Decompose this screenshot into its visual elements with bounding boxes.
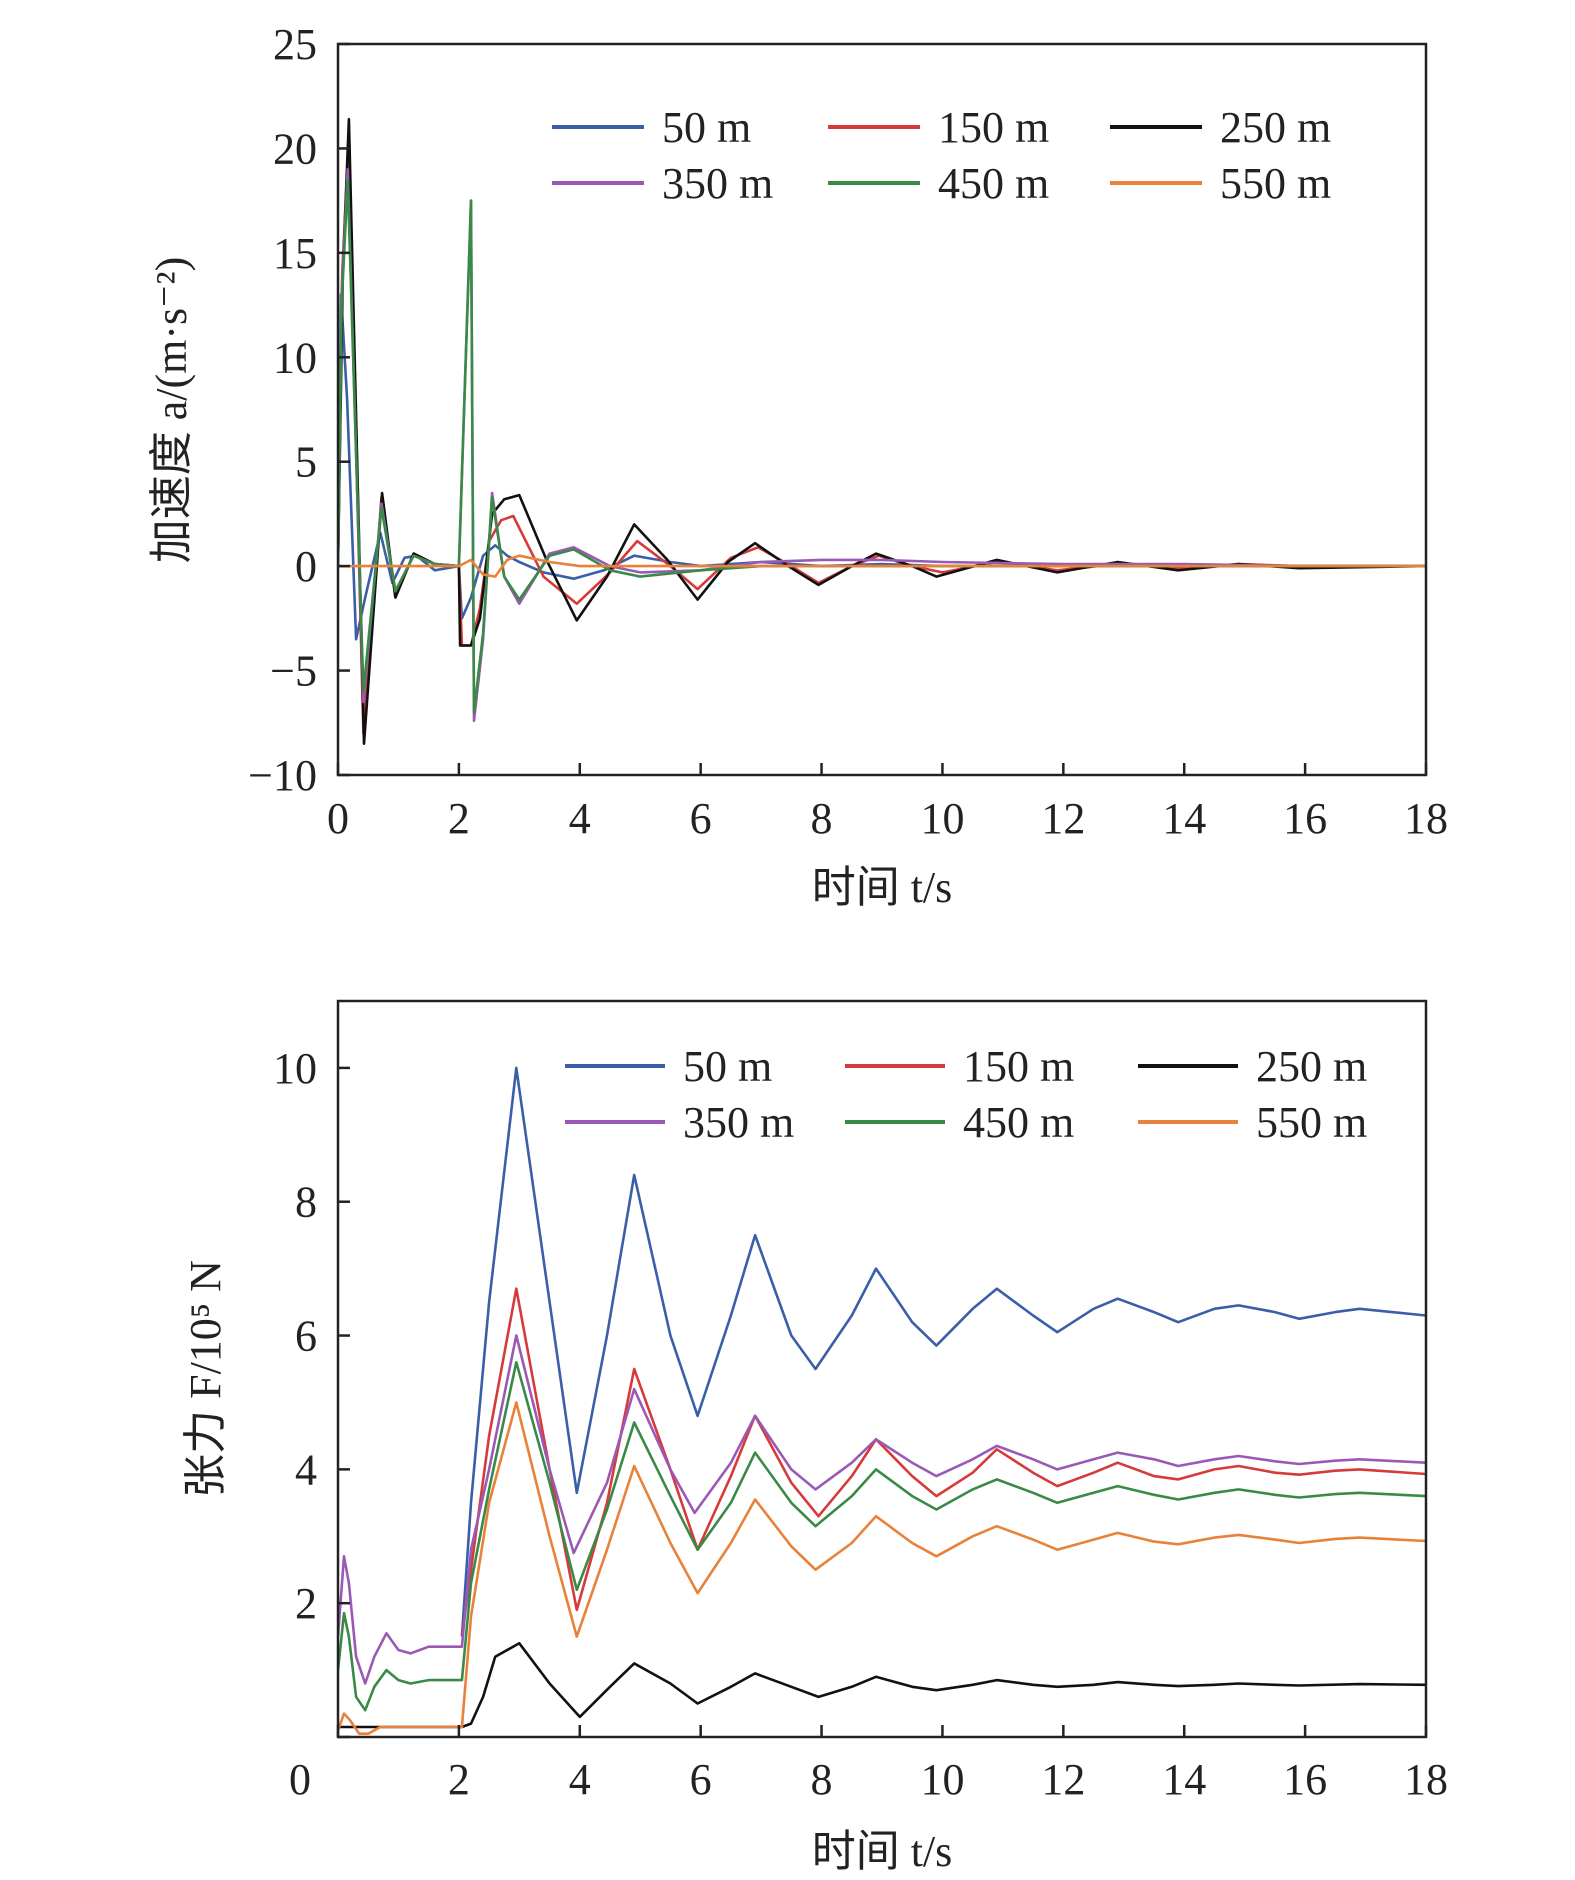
legend-label: 350 m	[662, 159, 773, 208]
series-line-450m	[338, 1361, 1426, 1712]
x-tick-label: 8	[811, 1755, 833, 1804]
y-tick-label: 2	[295, 1579, 317, 1628]
x-tick-label: 16	[1283, 1755, 1327, 1804]
series-line-450m	[338, 178, 1426, 714]
x-tick-label: 12	[1041, 794, 1085, 843]
series-line-350m	[338, 1334, 1426, 1685]
legend-label: 50 m	[662, 103, 751, 152]
y-tick-label: 10	[273, 333, 317, 382]
y-tick-label: 5	[295, 438, 317, 487]
legend-label: 150 m	[963, 1042, 1074, 1091]
series-line-550m	[338, 1401, 1426, 1735]
y-tick-label: −5	[270, 647, 317, 696]
x-tick-label: 4	[569, 1755, 591, 1804]
x-tick-label: 6	[690, 1755, 712, 1804]
legend: 50 m 150 m 250 m 350 m 450 m 550 m	[565, 1042, 1367, 1147]
y-axis-label: 加速度 a/(m·s⁻²)	[147, 257, 196, 563]
legend-label: 350 m	[683, 1098, 794, 1147]
x-tick-label: 18	[1404, 794, 1448, 843]
series-group	[338, 1066, 1426, 1735]
legend-label: 150 m	[938, 103, 1049, 152]
y-tick-label: 6	[295, 1312, 317, 1361]
series-line-50m	[460, 1066, 1426, 1637]
y-tick-label: 4	[295, 1445, 317, 1494]
acceleration-chart: 0 2 4 6 8 10 12 14 16 18 −10 −5 0 5 10 15 20 25 时间 t/s 加速度 …	[147, 20, 1448, 912]
legend: 50 m 150 m 250 m 350 m 450 m 550 m	[552, 103, 1331, 208]
series-line-550m	[338, 554, 1426, 578]
x-tick-label: 8	[811, 794, 833, 843]
x-tick-label: 0	[327, 794, 349, 843]
x-tick-label: 12	[1041, 1755, 1085, 1804]
x-tick-label: 14	[1162, 1755, 1206, 1804]
x-tick-label: 6	[690, 794, 712, 843]
y-tick-label: 0	[295, 542, 317, 591]
series-line-250m	[338, 117, 1426, 745]
legend-label: 250 m	[1256, 1042, 1367, 1091]
y-tick-label: 10	[273, 1044, 317, 1093]
x-tick-label: 2	[448, 1755, 470, 1804]
legend-label: 450 m	[938, 159, 1049, 208]
series-line-250m	[338, 1642, 1426, 1729]
x-tick-label: 10	[920, 1755, 964, 1804]
legend-label: 250 m	[1220, 103, 1331, 152]
series-line-150m	[338, 147, 1426, 735]
plot-frame	[336, 42, 1428, 777]
y-tick-label: 20	[273, 124, 317, 173]
series-line-150m	[460, 1287, 1426, 1637]
legend-label: 550 m	[1220, 159, 1331, 208]
legend-label: 450 m	[963, 1098, 1074, 1147]
x-tick-label: 18	[1404, 1755, 1448, 1804]
y-tick-label: 25	[273, 20, 317, 69]
series-line-350m	[338, 168, 1426, 722]
x-tick-label: 16	[1283, 794, 1327, 843]
x-axis-label: 时间 t/s	[812, 863, 953, 912]
x-axis-label: 时间 t/s	[812, 1827, 953, 1876]
y-tick-label: 8	[295, 1178, 317, 1227]
x-tick-label: 10	[920, 794, 964, 843]
series-line-50m	[338, 293, 1426, 641]
legend-label: 50 m	[683, 1042, 772, 1091]
x-tick-label: 2	[448, 794, 470, 843]
legend-label: 550 m	[1256, 1098, 1367, 1147]
y-axis-label: 张力 F/10⁵ N	[181, 1260, 230, 1498]
y-tick-label: 15	[273, 229, 317, 278]
x-tick-label: 4	[569, 794, 591, 843]
x-tick-label: 14	[1162, 794, 1206, 843]
series-group	[338, 117, 1426, 745]
origin-tick-label: 0	[289, 1755, 311, 1804]
tension-chart: 2 4 6 8 10 12 14 16 18 2 4 6 8 10 0 时间 t/s 张力 F/10⁵ N 50 …	[181, 999, 1448, 1876]
y-tick-label: −10	[248, 751, 317, 800]
plot-frame	[336, 999, 1428, 1739]
